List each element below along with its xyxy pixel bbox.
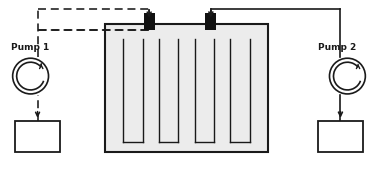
- Text: Strip: Strip: [327, 131, 354, 142]
- Bar: [15, 121, 60, 153]
- Bar: [105, 23, 268, 153]
- Bar: [318, 121, 363, 153]
- Text: Pump 1: Pump 1: [11, 43, 49, 52]
- Circle shape: [330, 58, 366, 94]
- Circle shape: [12, 58, 48, 94]
- Text: Feed: Feed: [24, 131, 51, 142]
- Text: Pump 2: Pump 2: [318, 43, 356, 52]
- Bar: [144, 13, 155, 30]
- Bar: [205, 13, 216, 30]
